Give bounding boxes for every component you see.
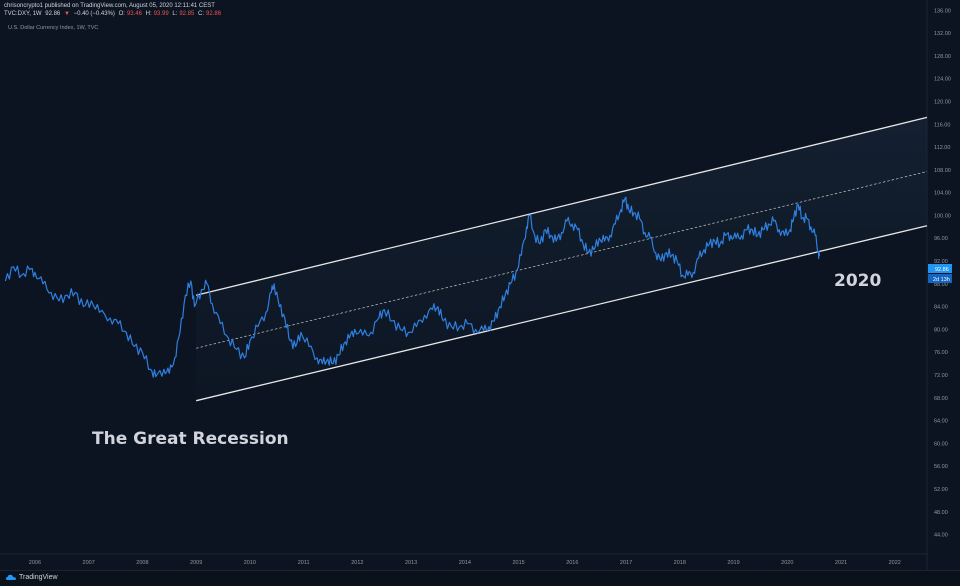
y-tick-label: 80.00 — [934, 327, 948, 333]
y-tick-label: 68.00 — [934, 396, 948, 402]
y-tick-label: 72.00 — [934, 373, 948, 379]
channel-lower-line[interactable] — [195, 225, 928, 402]
y-tick-label: 44.00 — [934, 533, 948, 539]
y-tick-label: 52.00 — [934, 487, 948, 493]
tradingview-brand[interactable]: TradingView — [6, 574, 58, 581]
symbol-ohlc-line: TVC:DXY, 1W 92.86 ▼ −0.40 (−0.43%) O: 93.… — [4, 10, 223, 18]
y-tick-label: 104.00 — [934, 191, 951, 197]
y-tick-label: 96.00 — [934, 236, 948, 242]
x-tick-label: 2021 — [835, 560, 847, 566]
y-tick-label: 116.00 — [934, 122, 950, 128]
chart-header: chrisoncrypto1 published on TradingView.… — [4, 2, 223, 18]
brand-label: TradingView — [19, 574, 58, 581]
x-tick-label: 2006 — [29, 560, 41, 566]
x-tick-label: 2014 — [459, 560, 471, 566]
channel-upper-line[interactable] — [195, 116, 928, 296]
y-tick-label: 124.00 — [934, 77, 951, 83]
x-axis-ticks: 2006 2007 2008 2009 2010 2011 2012 2013 2014 2015… — [29, 560, 901, 566]
x-tick-label: 2015 — [512, 560, 524, 566]
y-tick-label: 112.00 — [934, 145, 950, 151]
year-2020-annotation: 2020 — [834, 271, 881, 291]
price-change: −0.40 (−0.43%) — [73, 11, 115, 17]
close-label: C: — [198, 11, 205, 17]
y-axis-ticks: 44.00 48.00 52.00 56.00 60.00 64.00 68.00 72.00… — [934, 8, 951, 538]
cloud-icon — [6, 574, 16, 580]
low-value: 92.85 — [179, 11, 195, 17]
x-tick-label: 2009 — [190, 560, 202, 566]
x-tick-label: 2013 — [405, 560, 417, 566]
y-tick-label: 120.00 — [934, 99, 951, 105]
x-tick-label: 2020 — [781, 560, 793, 566]
y-tick-label: 88.00 — [934, 282, 948, 288]
price-series-line — [4, 196, 821, 378]
x-tick-label: 2012 — [351, 560, 363, 566]
open-label: O: — [118, 11, 125, 17]
x-tick-label: 2017 — [620, 560, 632, 566]
down-arrow-icon: ▼ — [63, 11, 70, 17]
high-value: 93.99 — [153, 11, 169, 17]
channel-middle-line[interactable] — [196, 171, 928, 349]
y-tick-label: 108.00 — [934, 168, 951, 174]
y-tick-label: 84.00 — [934, 305, 948, 311]
y-tick-label: 76.00 — [934, 350, 948, 356]
footer-bar: TradingView — [0, 570, 960, 586]
chart-title: U.S. Dollar Currency Index, 1W, TVC — [8, 25, 98, 31]
low-label: L: — [172, 11, 178, 17]
x-tick-label: 2019 — [727, 560, 739, 566]
symbol-label[interactable]: TVC:DXY, 1W — [4, 11, 42, 17]
y-tick-label: 132.00 — [934, 31, 951, 37]
x-tick-label: 2010 — [244, 560, 256, 566]
x-tick-label: 2016 — [566, 560, 578, 566]
price-chart[interactable]: U.S. Dollar Currency Index, 1W, TVC 44.0… — [0, 0, 960, 570]
y-tick-label: 60.00 — [934, 441, 948, 447]
price-badge-text: 92.86 — [935, 267, 949, 273]
y-tick-label: 56.00 — [934, 464, 948, 470]
x-tick-label: 2022 — [889, 560, 901, 566]
y-tick-label: 100.00 — [934, 213, 951, 219]
x-tick-label: 2011 — [298, 560, 310, 566]
publisher-line: chrisoncrypto1 published on TradingView.… — [4, 3, 215, 9]
x-tick-label: 2007 — [83, 560, 95, 566]
countdown-badge — [928, 274, 952, 283]
price-badge — [928, 264, 952, 273]
x-tick-label: 2018 — [674, 560, 686, 566]
y-tick-label: 92.00 — [934, 259, 948, 265]
x-tick-label: 2008 — [136, 560, 148, 566]
open-value: 93.46 — [126, 11, 142, 17]
channel-fill — [196, 117, 927, 401]
recession-annotation: The Great Recession — [92, 429, 289, 449]
last-price: 92.86 — [45, 11, 61, 17]
y-tick-label: 128.00 — [934, 54, 951, 60]
y-tick-label: 48.00 — [934, 510, 948, 516]
close-value: 92.86 — [206, 11, 222, 17]
y-tick-label: 136.00 — [934, 8, 951, 14]
countdown-badge-text: 2d 13h — [933, 277, 950, 283]
y-tick-label: 64.00 — [934, 419, 948, 425]
high-label: H: — [145, 11, 152, 17]
